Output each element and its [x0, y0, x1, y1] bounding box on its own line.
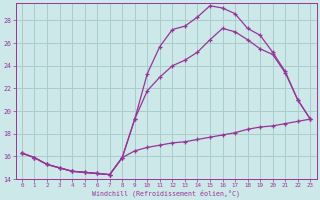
X-axis label: Windchill (Refroidissement éolien,°C): Windchill (Refroidissement éolien,°C)	[92, 189, 240, 197]
